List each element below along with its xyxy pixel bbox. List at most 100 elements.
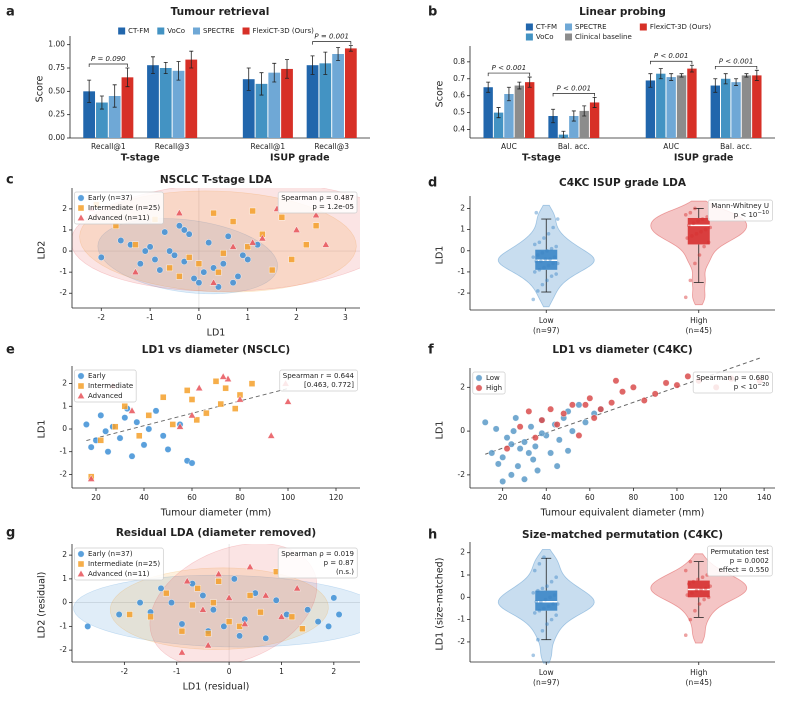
point — [699, 229, 703, 234]
point — [116, 434, 124, 442]
point — [249, 207, 256, 215]
legend-swatch — [565, 33, 573, 41]
group-label: ISUP grade — [674, 153, 734, 164]
point — [548, 257, 552, 262]
x-tick-label: 100 — [670, 493, 685, 502]
y-tick-label: -1 — [60, 447, 68, 456]
error-bar — [112, 84, 117, 108]
bar — [332, 54, 344, 138]
point — [553, 421, 561, 428]
x-tick-label: 140 — [757, 493, 772, 502]
point — [157, 584, 165, 592]
error-bar — [669, 73, 674, 81]
legend-label: Advanced — [88, 392, 123, 400]
point — [552, 255, 557, 259]
error-bar — [150, 56, 155, 74]
significance-bracket — [312, 41, 352, 45]
point — [178, 627, 186, 635]
point — [176, 273, 183, 280]
panel-label: c — [6, 173, 14, 188]
point — [132, 241, 139, 248]
chart-title: NSCLC T-stage LDA — [160, 174, 273, 186]
point — [545, 248, 549, 253]
point — [696, 219, 700, 223]
error-bar — [517, 81, 522, 90]
chart-title: LD1 vs diameter (C4KC) — [552, 344, 692, 356]
point — [688, 559, 693, 564]
point — [700, 575, 705, 580]
point — [683, 633, 688, 638]
panel-label: b — [428, 5, 437, 20]
stats-text: Mann-Whitney U — [711, 202, 769, 210]
point — [171, 251, 178, 259]
point — [147, 613, 154, 621]
point — [702, 597, 706, 602]
y-tick-label: 2 — [460, 382, 465, 391]
legend-swatch — [525, 23, 533, 31]
panel-label: f — [428, 343, 434, 358]
point — [215, 578, 222, 585]
point — [494, 460, 502, 468]
x-tick-label: 120 — [329, 493, 344, 502]
point — [699, 587, 703, 592]
point — [540, 282, 545, 287]
bar — [589, 102, 600, 138]
point — [582, 401, 589, 409]
stats-text-exponent: −10 — [757, 210, 769, 216]
error-bar — [496, 107, 501, 119]
legend-frame — [707, 199, 773, 222]
point — [507, 440, 515, 448]
point — [507, 471, 515, 479]
x-tick-label: Recall@3 — [155, 142, 190, 151]
error-bar — [348, 45, 353, 52]
point — [126, 611, 133, 618]
x-tick-label: 2 — [331, 667, 336, 676]
point — [554, 575, 558, 580]
x-tick-label: Recall@3 — [314, 142, 349, 151]
point — [97, 411, 105, 419]
bar — [525, 82, 535, 138]
legend-label: SPECTRE — [203, 27, 235, 35]
point — [536, 588, 540, 593]
bar — [159, 68, 172, 138]
y-axis-label: LD1 — [37, 420, 48, 439]
bar — [666, 77, 676, 138]
point — [531, 434, 539, 442]
point — [545, 584, 549, 588]
point — [575, 432, 583, 439]
x-tick-label: 20 — [498, 493, 508, 502]
point — [159, 432, 167, 440]
stats-text: Spearman ρ = 0.019 — [281, 550, 354, 558]
point — [140, 441, 148, 449]
point — [542, 606, 546, 611]
point — [536, 637, 540, 642]
point — [209, 278, 218, 286]
point — [697, 253, 702, 257]
point — [708, 225, 713, 230]
y-tick-label: 0 — [62, 424, 67, 433]
point — [262, 634, 270, 642]
x-tick-note: (n=45) — [686, 678, 713, 687]
point — [536, 289, 540, 293]
legend-swatch — [118, 27, 126, 35]
point — [284, 397, 292, 405]
panel: f LD1 vs diameter (C4KC) -2 0 2 20 40 60 80 100 12… — [428, 343, 775, 519]
point — [214, 569, 223, 577]
x-tick-label: AUC — [501, 142, 517, 151]
point — [532, 568, 537, 573]
point — [87, 443, 95, 451]
point — [136, 599, 144, 607]
stats-text: Spearman ρ = 0.487 — [281, 194, 354, 202]
point — [597, 405, 605, 413]
legend-item: FlexiCT-3D (Ours) — [639, 23, 711, 31]
bar — [548, 116, 558, 138]
point — [568, 401, 576, 409]
x-tick-label: Bal. acc. — [558, 142, 590, 151]
point — [651, 390, 659, 398]
error-bar — [582, 105, 587, 117]
x-tick-label: -2 — [98, 313, 106, 322]
point — [175, 208, 184, 216]
point — [481, 418, 489, 426]
